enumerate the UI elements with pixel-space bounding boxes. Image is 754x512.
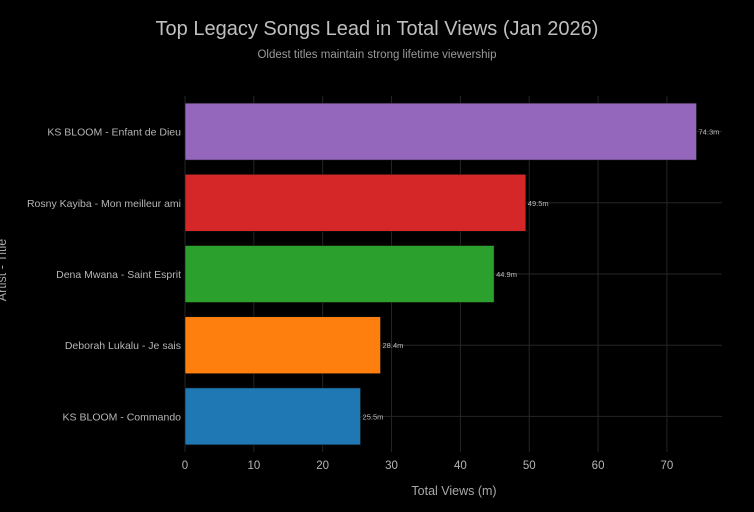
category-label: Deborah Lukalu - Je sais (65, 340, 181, 352)
chart-subtitle: Oldest titles maintain strong lifetime v… (257, 49, 496, 61)
bar (184, 316, 381, 374)
bar (184, 387, 361, 446)
bar (184, 102, 697, 161)
category-tick-labels: KS BLOOM - Enfant de Dieu Rosny Kayiba - … (27, 127, 181, 424)
category-label: KS BLOOM - Enfant de Dieu (47, 127, 181, 139)
bar-value-label: 44.9m (496, 270, 517, 279)
x-tick-label: 10 (247, 460, 260, 472)
x-tick-labels: 0 10 20 30 40 50 60 70 (182, 460, 674, 472)
x-axis-label: Total Views (m) (411, 484, 496, 498)
bar-value-label: 49.5m (528, 199, 549, 208)
bar-value-label: 74.3m (699, 128, 720, 137)
x-tick-label: 0 (182, 460, 188, 472)
chart-title: Top Legacy Songs Lead in Total Views (Ja… (156, 18, 599, 40)
category-label: Dena Mwana - Saint Esprit (56, 269, 181, 281)
bars (184, 102, 697, 446)
category-label: KS BLOOM - Commando (63, 411, 182, 423)
bar-value-label: 28.4m (383, 341, 404, 350)
x-tick-label: 20 (316, 460, 329, 472)
data-labels: 74.3m 49.5m 44.9m 28.4m 25.5m (363, 128, 720, 422)
bar (184, 245, 495, 303)
y-axis-label: Artist - Title (0, 239, 9, 302)
x-tick-label: 50 (523, 460, 536, 472)
bar-value-label: 25.5m (363, 412, 384, 421)
x-tick-label: 40 (454, 460, 467, 472)
x-tick-label: 30 (385, 460, 398, 472)
category-label: Rosny Kayiba - Mon meilleur ami (27, 198, 181, 210)
bar (184, 174, 527, 232)
x-tick-label: 60 (592, 460, 605, 472)
x-tick-label: 70 (661, 460, 674, 472)
